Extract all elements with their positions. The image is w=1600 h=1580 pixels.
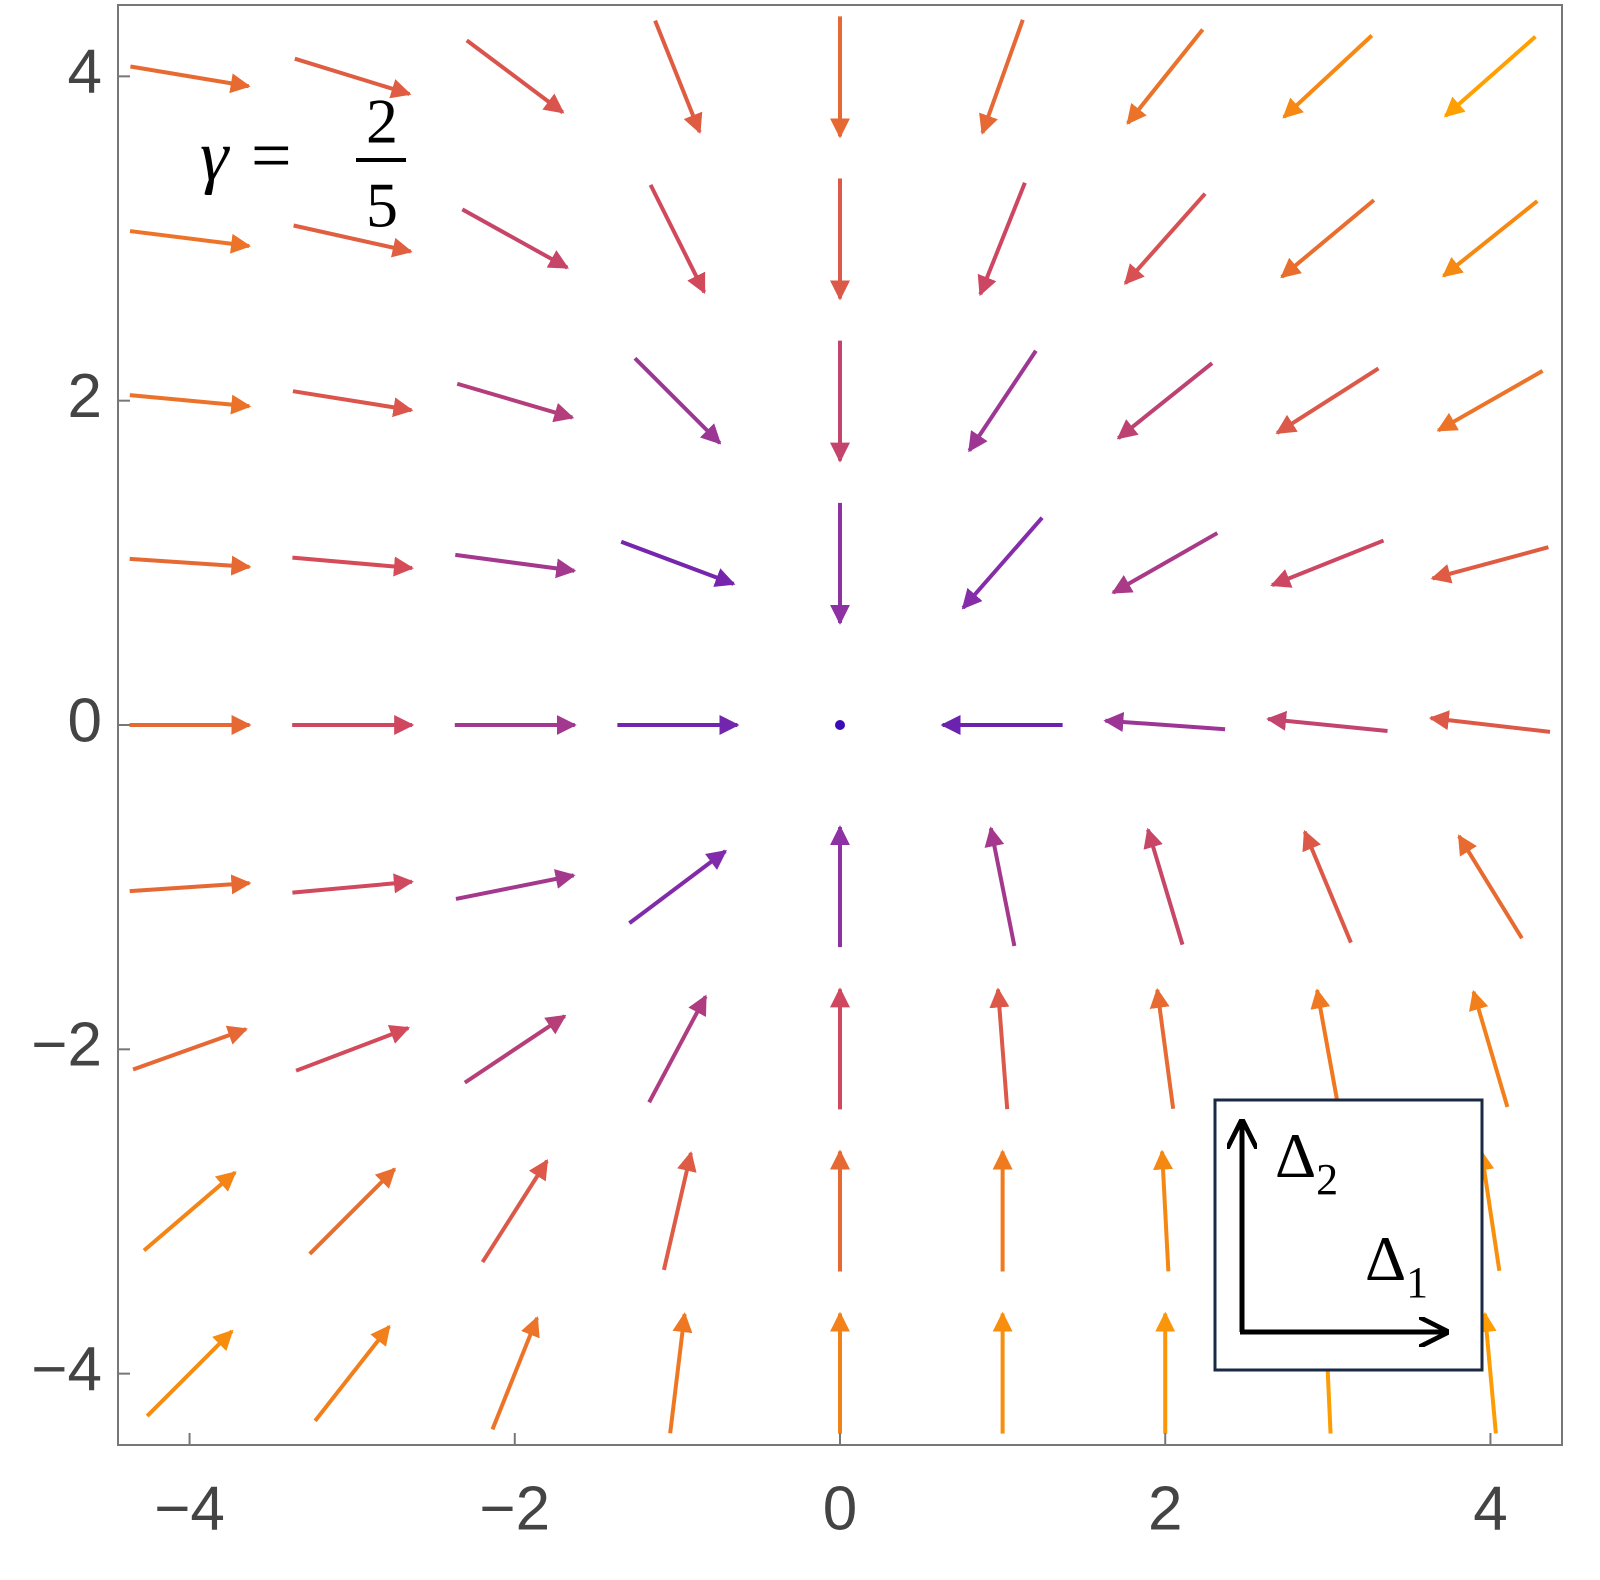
vector-arrow: [455, 869, 576, 901]
x-tick-label: −2: [479, 1474, 550, 1543]
annotation-lhs: γ =: [200, 116, 295, 196]
vector-arrow: [1143, 827, 1185, 946]
vector-arrow: [1474, 1150, 1502, 1272]
vector-arrow: [1116, 361, 1214, 440]
vector-arrow: [145, 1329, 234, 1418]
inset-symbol: Δ: [1275, 1120, 1316, 1191]
y-tick-label: 2: [68, 362, 102, 431]
vector-arrow: [1442, 199, 1539, 278]
vector-arrow: [294, 56, 412, 99]
vector-arrow: [292, 555, 414, 577]
vector-arrow: [1111, 531, 1219, 595]
vector-arrow: [628, 849, 727, 925]
vector-arrow: [1103, 712, 1226, 732]
x-tick-label: −4: [154, 1474, 225, 1543]
y-tick-label: 0: [68, 686, 102, 755]
vector-arrow: [129, 555, 252, 576]
vector-arrow: [620, 539, 736, 587]
vector-arrow: [1469, 989, 1510, 1108]
vector-arrow: [293, 223, 413, 258]
vector-arrow: [979, 19, 1025, 135]
vector-arrow: [1266, 710, 1388, 733]
vector-arrow: [463, 1014, 567, 1085]
vector-arrow: [129, 393, 252, 415]
vector-arrow: [1280, 198, 1376, 279]
vector-arrow: [1310, 988, 1341, 1109]
inset-label: Δ2: [1275, 1120, 1338, 1204]
vector-arrow: [490, 1316, 540, 1431]
vector-arrow: [1126, 28, 1205, 125]
arrows: [129, 16, 1551, 1434]
vector-arrow: [1428, 710, 1551, 734]
x-tick-label: 0: [823, 1474, 857, 1543]
vector-arrow: [1270, 538, 1385, 588]
vector-arrow: [456, 381, 575, 423]
vector-arrow: [653, 19, 703, 134]
vector-arrow: [1149, 987, 1176, 1110]
vector-arrow: [292, 389, 414, 418]
vector-arrow: [480, 1159, 549, 1264]
vector-arrow: [1282, 34, 1374, 119]
vector-arrow: [1430, 545, 1549, 584]
y-tick-label: 4: [68, 38, 102, 107]
y-tick-label: −4: [31, 1335, 102, 1404]
vector-arrow: [465, 38, 565, 114]
vector-arrow: [648, 183, 707, 294]
vector-arrow: [1153, 1149, 1174, 1272]
vector-arrow: [989, 987, 1010, 1110]
vector-arrow: [647, 994, 708, 1104]
inset-sub: 2: [1316, 1155, 1338, 1204]
vector-arrow: [308, 1167, 397, 1256]
vector-arrow: [1275, 366, 1380, 435]
vector-arrow: [967, 349, 1038, 453]
vector-arrow: [633, 356, 722, 445]
vector-arrow: [1436, 369, 1544, 433]
inset: Δ2 Δ1: [1213, 1098, 1484, 1372]
annotation: γ = 2 5: [200, 86, 406, 241]
y-tick-label: −2: [31, 1011, 102, 1080]
vector-arrow: [313, 1324, 391, 1423]
vector-arrow: [129, 229, 252, 254]
vector-arrow: [1457, 834, 1524, 940]
inset-label: Δ1: [1365, 1223, 1428, 1307]
annotation-denominator: 5: [366, 170, 398, 241]
x-tick-label: 2: [1148, 1474, 1182, 1543]
vector-arrow: [130, 64, 251, 94]
vector-arrow: [1476, 1311, 1498, 1434]
vector-arrow: [1123, 192, 1207, 285]
vector-arrow: [1443, 35, 1537, 118]
vector-arrow: [455, 552, 577, 579]
vector-point: [835, 720, 845, 730]
vector-arrow: [132, 1025, 248, 1072]
vector-arrow: [292, 873, 414, 895]
vector-arrow: [129, 874, 252, 895]
vector-arrow: [295, 1025, 411, 1073]
vector-arrow: [977, 182, 1027, 297]
inset-symbol: Δ: [1365, 1223, 1406, 1294]
annotation-numerator: 2: [366, 86, 398, 157]
x-tick-label: 4: [1473, 1474, 1507, 1543]
vector-arrow: [1302, 829, 1353, 944]
vector-arrow: [661, 1151, 697, 1271]
vector-arrow: [668, 1312, 693, 1434]
vector-arrow: [142, 1170, 237, 1253]
inset-sub: 1: [1406, 1258, 1428, 1307]
vector-arrow: [961, 516, 1044, 610]
vector-arrow: [461, 207, 569, 270]
vector-arrow: [984, 826, 1017, 947]
